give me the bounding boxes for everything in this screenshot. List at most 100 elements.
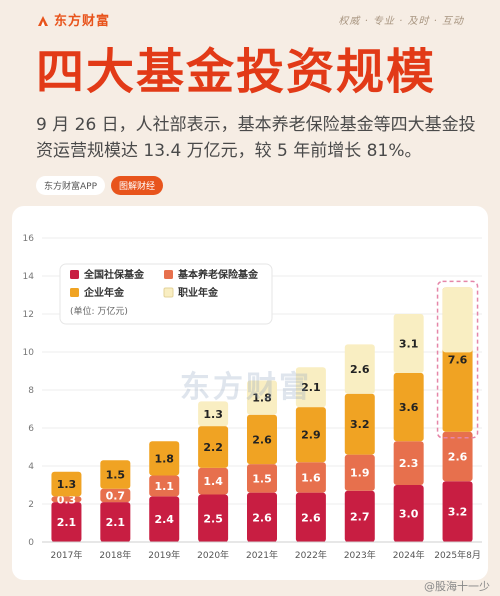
x-tick-label: 2024年 <box>393 549 425 561</box>
bar-segment <box>51 471 82 497</box>
x-tick-label: 2022年 <box>295 549 327 561</box>
bar-segment <box>442 431 473 482</box>
legend-label: 企业年金 <box>83 286 125 299</box>
y-tick-label: 10 <box>23 348 35 358</box>
x-tick-label: 2025年8月 <box>434 549 481 561</box>
data-label: 3.1 <box>399 337 419 350</box>
bar-segment <box>295 492 326 542</box>
data-label: 3.0 <box>399 508 419 521</box>
bar-segment <box>100 502 131 542</box>
x-tick-label: 2021年 <box>246 549 278 561</box>
bar-segment <box>100 488 131 503</box>
x-tick-label: 2017年 <box>50 549 82 561</box>
data-label: 2.6 <box>350 363 370 376</box>
legend-swatch <box>163 287 174 298</box>
logo-text: 东方财富 <box>54 14 111 29</box>
data-label: 1.9 <box>350 467 370 480</box>
page-subtitle: 9 月 26 日，人社部表示，基本养老保险基金等四大基金投资运营规模达 13.4… <box>36 115 476 161</box>
flame-logo-icon <box>36 13 50 27</box>
data-label: 2.7 <box>350 510 370 523</box>
y-tick-label: 8 <box>28 386 34 396</box>
tag-row: 东方财富APP 图解财经 <box>36 176 164 195</box>
x-tick-label: 2019年 <box>148 549 180 561</box>
data-label: 1.8 <box>252 392 272 405</box>
bar-segment <box>393 314 424 373</box>
bar-segment <box>149 496 180 542</box>
bar-segment <box>247 380 277 415</box>
data-label: 1.4 <box>203 475 223 488</box>
x-tick-label: 2018年 <box>99 549 131 561</box>
bar-segment <box>51 502 82 542</box>
data-label: 2.2 <box>203 441 223 454</box>
data-label: 1.6 <box>301 471 321 484</box>
data-label: 1.3 <box>203 408 223 421</box>
bar-segment <box>393 485 424 542</box>
legend-label: 基本养老保险基金 <box>177 268 259 281</box>
data-label: 3.2 <box>350 418 370 431</box>
slogan: 权威 · 专业 · 及时 · 互动 <box>338 16 464 27</box>
y-tick-label: 16 <box>23 234 35 244</box>
data-label: 3.2 <box>448 506 468 519</box>
data-label: 1.5 <box>106 469 126 482</box>
data-label: 2.1 <box>57 516 77 529</box>
bar-segment <box>344 490 375 542</box>
data-label: 2.5 <box>203 512 223 525</box>
y-tick-label: 2 <box>28 500 34 510</box>
bar-segment <box>247 492 277 542</box>
bar-segment <box>393 372 424 442</box>
header: 东方财富 权威 · 专业 · 及时 · 互动 <box>0 0 500 36</box>
legend-label: 全国社保基金 <box>83 268 145 281</box>
bar-segment <box>344 393 375 455</box>
bar-segment <box>344 454 375 491</box>
data-label: 2.6 <box>252 433 272 446</box>
bar-segment <box>295 407 326 463</box>
bar-segment <box>198 467 229 495</box>
data-label: 1.3 <box>57 478 77 491</box>
brand-logo[interactable]: 东方财富 <box>36 10 110 29</box>
data-label: 0.3 <box>57 493 77 506</box>
bar-segment <box>198 426 229 468</box>
stacked-bar-chart: 0 2 4 6 8 10 12 14 16 2.1 0.3 1.3 2017年 2.1 0.7 1.5 2018… <box>23 234 482 561</box>
data-label: 2.3 <box>399 457 419 470</box>
data-label: 1.1 <box>154 480 174 493</box>
app-tag[interactable]: 东方财富APP <box>36 176 106 195</box>
bar-segment <box>149 441 180 476</box>
data-label: 2.1 <box>301 381 321 394</box>
y-tick-label: 6 <box>28 424 34 434</box>
bar-segment <box>295 367 326 408</box>
data-label: 2.6 <box>301 511 321 524</box>
bar-segment <box>198 401 229 427</box>
data-label: 2.1 <box>106 516 126 529</box>
y-tick-label: 4 <box>28 462 34 472</box>
data-label: 2.9 <box>301 429 321 442</box>
legend-label: 职业年金 <box>178 286 219 299</box>
page-title: 四大基金投资规模 <box>36 44 437 100</box>
x-tick-label: 2023年 <box>344 549 376 561</box>
bar-segment <box>295 462 326 493</box>
y-tick-label: 14 <box>23 272 35 282</box>
unit-label: (单位: 万亿元) <box>70 305 128 317</box>
legend-swatch <box>70 288 79 297</box>
data-label: 1.5 <box>252 472 272 485</box>
data-label: 2.6 <box>448 451 468 464</box>
bar-segment-light <box>442 287 473 353</box>
bar-segment <box>393 441 424 485</box>
data-label: 3.6 <box>399 401 419 414</box>
data-label: 1.8 <box>154 452 174 465</box>
y-tick-label: 12 <box>23 310 34 320</box>
data-label: 0.7 <box>106 489 126 502</box>
legend-swatch <box>164 270 173 279</box>
data-label: 7.6 <box>448 354 468 367</box>
bar-segment <box>100 460 131 489</box>
bar-segment <box>247 464 277 493</box>
data-label: 2.4 <box>154 513 174 526</box>
y-tick-label: 0 <box>28 538 34 548</box>
bar-segment <box>51 496 82 503</box>
data-label: 2.6 <box>252 511 272 524</box>
chart-card: 0 2 4 6 8 10 12 14 16 2.1 0.3 1.3 2017年 2.1 0.7 1.5 2018… <box>12 206 488 580</box>
bar-segment <box>344 344 375 394</box>
bar-segment <box>149 475 180 497</box>
read-tag[interactable]: 图解财经 <box>111 176 164 195</box>
highlight-frame <box>436 280 479 439</box>
weibo-handle: @股海十一少 <box>424 580 490 593</box>
